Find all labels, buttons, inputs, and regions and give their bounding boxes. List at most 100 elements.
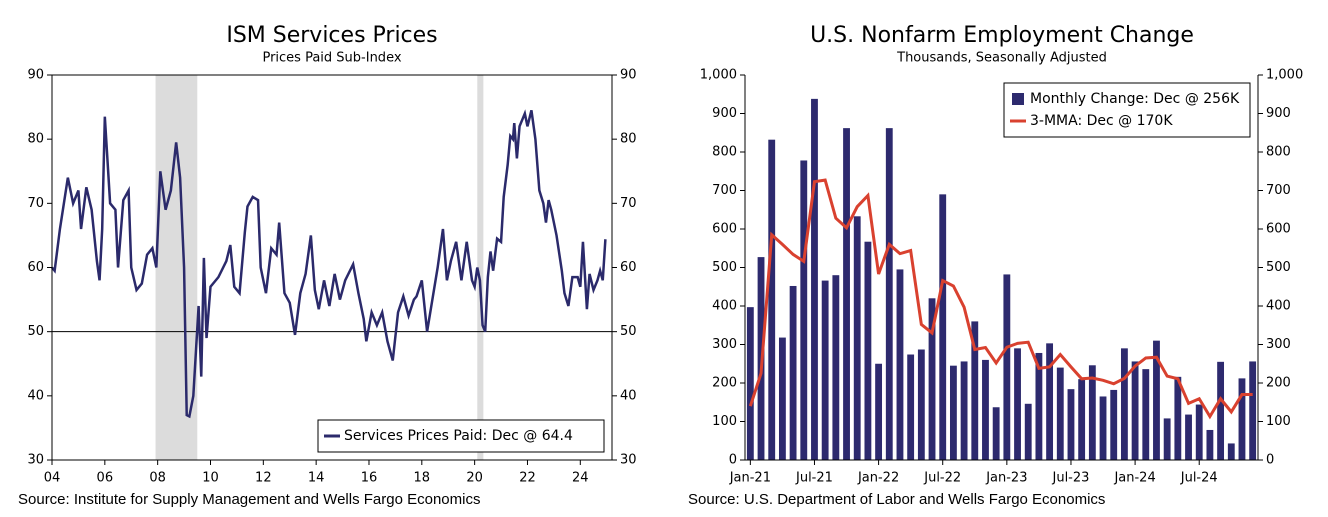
bar: [1088, 365, 1096, 460]
bar: [1195, 404, 1203, 460]
bar: [875, 363, 883, 460]
bar: [907, 354, 915, 460]
bar: [1185, 414, 1192, 460]
bar: [1014, 348, 1021, 460]
y2-tick-label: 900: [1266, 106, 1291, 121]
legend-label: Services Prices Paid: Dec @ 64.4: [344, 428, 573, 444]
x-tick-label: Jan-21: [729, 471, 771, 486]
bar: [1120, 348, 1128, 460]
bar: [1056, 367, 1064, 460]
x-tick-label: 22: [519, 471, 536, 486]
bar: [768, 139, 776, 460]
x-tick-label: Jul-24: [1180, 471, 1218, 486]
chart-title: U.S. Nonfarm Employment Change: [810, 23, 1194, 48]
x-tick-label: 12: [255, 471, 272, 486]
y2-tick-label: 90: [620, 68, 637, 83]
y-tick-label: 200: [712, 376, 737, 391]
x-tick-label: Jan-23: [985, 471, 1027, 486]
y2-tick-label: 1,000: [1266, 68, 1303, 83]
bar: [971, 321, 979, 460]
bar: [982, 359, 989, 460]
y-tick-label: 50: [27, 324, 44, 339]
y-tick-label: 300: [712, 337, 737, 352]
x-tick-label: 04: [44, 471, 61, 486]
bar: [800, 160, 808, 460]
y-tick-label: 100: [712, 414, 737, 429]
y-tick-label: 60: [27, 260, 44, 275]
x-tick-label: 10: [202, 471, 219, 486]
y-tick-label: 600: [712, 222, 737, 237]
y2-tick-label: 200: [1266, 376, 1291, 391]
y2-tick-label: 70: [620, 196, 637, 211]
bar: [1110, 389, 1118, 460]
source: Source: U.S. Department of Labor and Wel…: [688, 491, 1105, 508]
recession-band: [477, 75, 484, 460]
y2-tick-label: 30: [620, 453, 637, 468]
bar: [917, 349, 925, 460]
bar: [1046, 343, 1054, 460]
y-tick-label: 90: [27, 68, 44, 83]
source: Source: Institute for Supply Management …: [18, 491, 480, 508]
y-tick-label: 0: [729, 453, 737, 468]
legend-box: [317, 419, 605, 453]
bar: [853, 216, 861, 460]
bar: [1238, 378, 1246, 460]
chart-subtitle: Prices Paid Sub-Index: [262, 51, 401, 66]
y2-tick-label: 0: [1266, 453, 1274, 468]
bar: [992, 407, 1000, 460]
y2-tick-label: 300: [1266, 337, 1291, 352]
bar: [1217, 361, 1225, 460]
bar: [1227, 443, 1235, 460]
bar: [778, 337, 786, 460]
plot-frame: [51, 74, 613, 461]
bar: [928, 298, 936, 460]
bar: [1067, 389, 1075, 460]
bar: [896, 269, 904, 460]
bar: [939, 194, 947, 460]
bar: [1153, 340, 1160, 460]
y-tick-label: 70: [27, 196, 44, 211]
y2-tick-label: 700: [1266, 183, 1291, 198]
legend-swatch: [1012, 93, 1024, 105]
y-tick-label: 800: [712, 145, 737, 160]
x-tick-label: Jul-22: [923, 471, 961, 486]
x-tick-label: 16: [361, 471, 378, 486]
y2-tick-label: 400: [1266, 299, 1291, 314]
y-tick-label: 80: [27, 132, 44, 147]
y-tick-label: 500: [712, 260, 737, 275]
bar: [811, 98, 818, 461]
y-tick-label: 40: [27, 388, 44, 403]
chart-subtitle: Thousands, Seasonally Adjusted: [896, 51, 1107, 66]
bar: [960, 361, 968, 460]
y2-tick-label: 40: [620, 388, 637, 403]
x-tick-label: 20: [466, 471, 483, 486]
bar: [885, 128, 893, 460]
x-tick-label: 14: [308, 471, 325, 486]
bar: [821, 280, 829, 460]
x-tick-label: 08: [149, 471, 166, 486]
x-tick-label: 06: [97, 471, 114, 486]
bar: [1131, 361, 1139, 460]
legend-box: [1003, 82, 1251, 138]
bar: [1024, 403, 1032, 460]
x-tick-label: Jan-24: [1113, 471, 1155, 486]
x-tick-label: 24: [572, 471, 589, 486]
chart-title: ISM Services Prices: [226, 23, 437, 48]
series-line: [748, 178, 1253, 420]
bar: [746, 307, 754, 460]
bar: [1078, 379, 1086, 460]
bar: [1003, 274, 1011, 460]
y2-tick-label: 60: [620, 260, 637, 275]
bar: [1206, 429, 1214, 460]
y-tick-label: 700: [712, 183, 737, 198]
bar: [864, 241, 872, 460]
bar: [1099, 396, 1107, 460]
series-line: [51, 109, 607, 419]
y-tick-label: 900: [712, 106, 737, 121]
bar: [832, 275, 840, 460]
y2-tick-label: 600: [1266, 222, 1291, 237]
legend-label: Monthly Change: Dec @ 256K: [1030, 91, 1240, 107]
bar: [789, 285, 797, 460]
legend-label: 3-MMA: Dec @ 170K: [1030, 113, 1173, 129]
